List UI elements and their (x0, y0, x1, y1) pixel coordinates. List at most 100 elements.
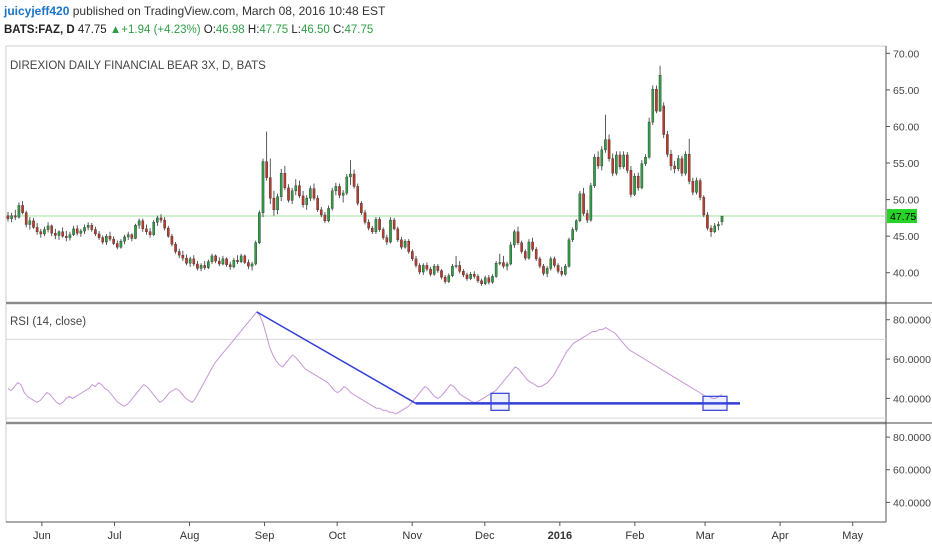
candle-body (261, 161, 265, 213)
candle-body (265, 161, 268, 178)
candle-body (564, 265, 567, 275)
candle-body (596, 156, 600, 167)
time-tick-label: Jun (33, 530, 51, 542)
candle-body (717, 224, 720, 227)
candle-body (356, 186, 360, 204)
author-link[interactable]: juicyjeff420 (4, 4, 70, 18)
candle-body (57, 231, 61, 236)
candle-body (148, 231, 152, 235)
time-tick-label: May (842, 530, 863, 542)
rsi-panel-title: RSI (14, close) (10, 316, 87, 328)
candle-body (97, 233, 101, 238)
candle-body (196, 263, 199, 269)
candle-body (327, 208, 330, 222)
candle-body (487, 277, 491, 283)
candle-body (571, 229, 574, 241)
candle-body (134, 224, 137, 239)
candle-body (83, 227, 86, 232)
candle-body (538, 258, 542, 267)
candle-body (385, 237, 389, 243)
empty-panel-frame (5, 423, 887, 523)
candle-body (163, 219, 166, 229)
symbol-label: BATS:FAZ, D (4, 24, 75, 36)
quote-line: BATS:FAZ, D 47.75 ▲+1.94 (+4.23%) O:46.9… (4, 24, 373, 36)
candle-body (341, 192, 345, 196)
candle-body (17, 205, 21, 218)
candle-body (141, 220, 145, 230)
price-change: +1.94 (+4.23%) (121, 24, 201, 36)
candle-body (560, 271, 564, 275)
candle-body (509, 244, 513, 265)
candle-body (170, 235, 174, 245)
candle-body (28, 220, 32, 225)
candle-body (279, 173, 283, 197)
candle-body (418, 265, 421, 273)
candle-body (112, 238, 115, 244)
candle-body (177, 251, 181, 256)
candle-body (272, 197, 276, 211)
candle-body (188, 258, 192, 264)
candle-body (210, 255, 214, 262)
high-label: H: (247, 24, 260, 36)
candle-body (276, 196, 279, 211)
price-panel-title: DIREXION DAILY FINANCIAL BEAR 3X, D, BAT… (10, 60, 266, 72)
candle-body (687, 154, 691, 182)
candle-body (498, 262, 502, 264)
close-label: C: (332, 24, 345, 36)
candle-body (531, 241, 534, 250)
candle-body (283, 173, 287, 189)
candle-body (225, 258, 228, 265)
candle-body (658, 75, 662, 112)
candle-body (655, 88, 658, 112)
candle-body (352, 173, 356, 187)
candle-body (305, 197, 309, 205)
candle-body (115, 243, 119, 248)
candle-body (374, 219, 378, 232)
candle-body (440, 270, 443, 278)
candle-body (64, 235, 68, 238)
candle-body (585, 213, 589, 221)
candle-body (469, 274, 472, 279)
candle-body (615, 154, 618, 174)
candle-body (217, 260, 221, 265)
candle-body (46, 225, 50, 230)
high-value: 47.75 (259, 24, 289, 36)
candle-body (334, 186, 338, 192)
candle-body (429, 268, 432, 275)
candle-body (520, 242, 523, 252)
candle-body (254, 242, 258, 265)
rsi-highlight-box (702, 395, 728, 411)
candle-body (695, 180, 698, 193)
candle-body (345, 176, 349, 194)
candle-body (243, 255, 247, 263)
candle-body (94, 229, 97, 235)
candle-body (462, 271, 465, 276)
candle-body (392, 219, 396, 230)
open-label: O: (203, 24, 216, 36)
candle-body (684, 154, 687, 174)
candle-body (61, 231, 64, 237)
candle-body (50, 225, 54, 234)
candle-body (443, 276, 447, 282)
panel3-tick-label: 80.0000 (893, 432, 931, 444)
candle-body (239, 255, 243, 262)
candle-body (119, 241, 123, 248)
price-tick-label: 40.00 (893, 268, 919, 280)
candle-body (523, 251, 527, 259)
candle-body (301, 195, 305, 205)
candle-body (174, 244, 177, 252)
last-price-badge-label: 47.75 (890, 211, 916, 223)
price-tick-label: 65.00 (893, 85, 919, 97)
candle-body (309, 188, 312, 199)
candle-body (294, 185, 298, 192)
candle-body (600, 149, 604, 167)
panel3-tick-label: 60.0000 (893, 465, 931, 477)
candle-body (370, 227, 374, 232)
candle-body (407, 241, 411, 252)
candle-body (54, 233, 57, 236)
last-price: 47.75 (77, 24, 107, 36)
candle-body (709, 227, 713, 232)
candle-body (611, 158, 615, 174)
candle-body (472, 274, 476, 277)
candle-body (476, 276, 480, 281)
